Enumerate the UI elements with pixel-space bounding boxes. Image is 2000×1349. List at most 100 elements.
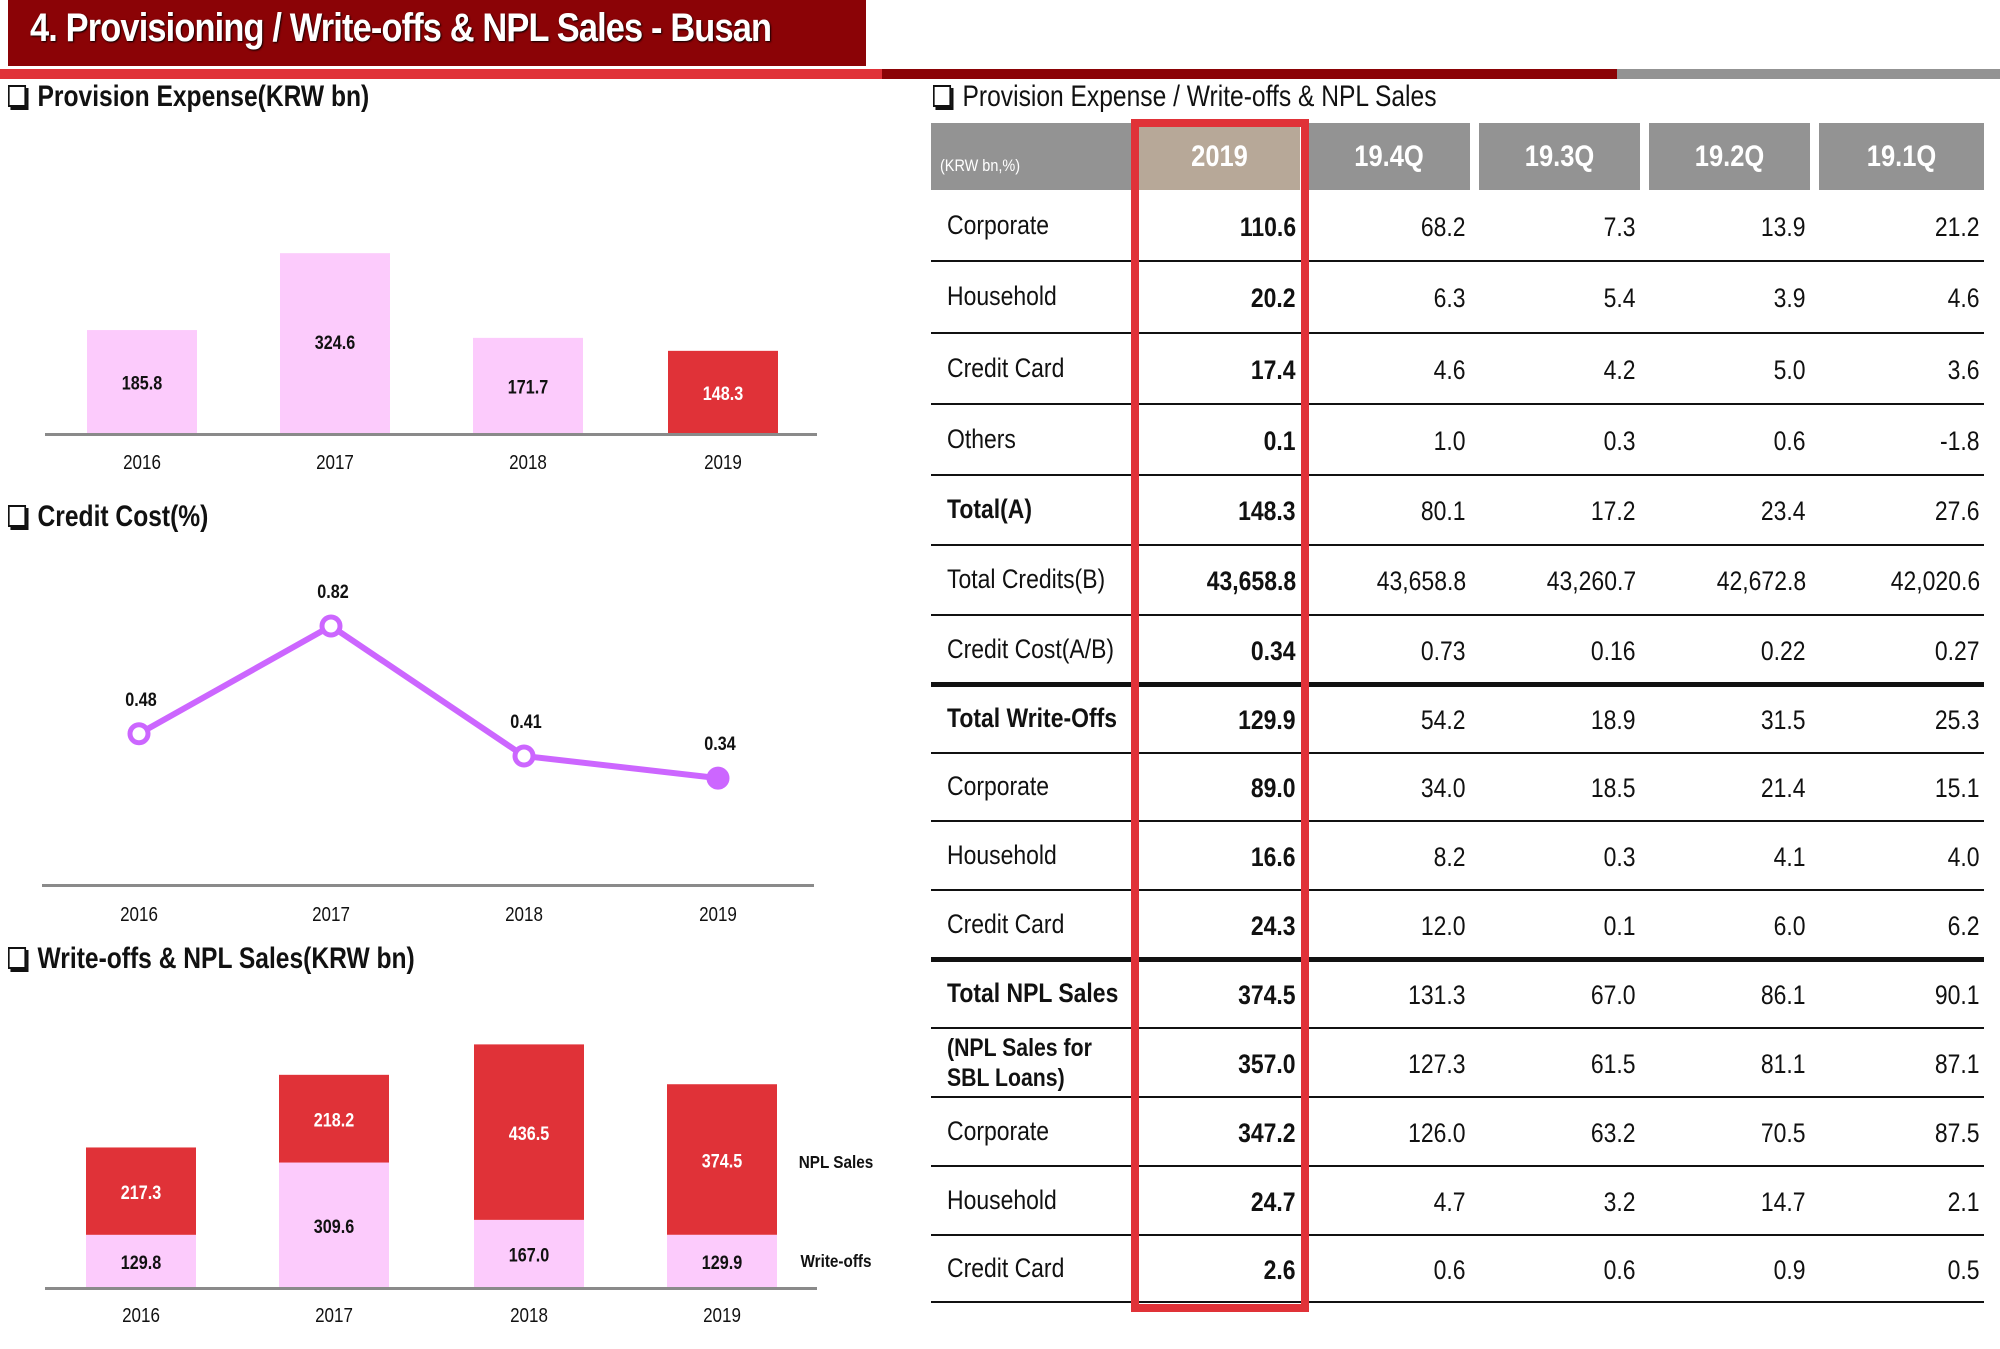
table-row: Credit Card 2.6 0.6 0.6 0.9 0.5 <box>931 1235 1984 1302</box>
table-cell-19.2Q: 31.5 <box>1761 704 1806 735</box>
column-header-2019: 2019 <box>1139 123 1300 190</box>
table-row: Total(A) 148.3 80.1 17.2 23.4 27.6 <box>931 475 1984 545</box>
x-tick-label: 2017 <box>315 1304 353 1327</box>
table-cell-2019: 357.0 <box>1238 1048 1296 1079</box>
row-label: Total Write-Offs <box>947 702 1117 733</box>
x-tick-label: 2019 <box>703 1304 741 1327</box>
data-point-2019 <box>706 766 730 790</box>
table-cell-19.1Q: 0.5 <box>1948 1254 1980 1285</box>
table-cell-19.1Q: 90.1 <box>1935 979 1980 1010</box>
table-cell-19.1Q: 25.3 <box>1935 704 1980 735</box>
row-divider <box>931 682 1984 687</box>
x-tick-label: 2018 <box>505 903 543 926</box>
table-cell-19.3Q: 0.3 <box>1604 425 1636 456</box>
section-title-credit-cost: Credit Cost(%) <box>8 500 208 534</box>
table-cell-19.2Q: 14.7 <box>1761 1186 1806 1217</box>
table-cell-19.3Q: 63.2 <box>1591 1117 1636 1148</box>
table-cell-19.1Q: -1.8 <box>1940 425 1980 456</box>
divider-stripe-grey <box>1617 69 2000 79</box>
row-divider <box>931 332 1984 334</box>
divider-stripe-red <box>0 69 882 79</box>
row-label: Household <box>947 839 1057 870</box>
row-divider <box>931 1234 1984 1236</box>
table-cell-19.2Q: 0.6 <box>1774 425 1806 456</box>
table-cell-19.1Q: 42,020.6 <box>1890 566 1980 596</box>
row-divider <box>931 752 1984 754</box>
table-row: Corporate 89.0 34.0 18.5 21.4 15.1 <box>931 753 1984 821</box>
table-row: Total Credits(B) 43,658.8 43,658.8 43,260.7… <box>931 545 1984 615</box>
bar-value-label: 171.7 <box>508 376 549 398</box>
point-value-label: 0.82 <box>317 581 349 603</box>
bar-2017 <box>280 253 390 433</box>
column-header-label: 2019 <box>1191 140 1248 173</box>
row-divider <box>931 889 1984 891</box>
table-cell-19.4Q: 68.2 <box>1421 211 1466 242</box>
x-tick-label: 2019 <box>704 451 742 474</box>
table-cell-19.4Q: 131.3 <box>1408 979 1466 1010</box>
x-tick-label: 2016 <box>123 451 161 474</box>
table-cell-2019: 20.2 <box>1251 283 1296 313</box>
table-cell-19.4Q: 54.2 <box>1421 704 1466 735</box>
row-divider <box>931 260 1984 262</box>
table-row: Corporate 347.2 126.0 63.2 70.5 87.5 <box>931 1097 1984 1166</box>
row-label: Credit Card <box>947 352 1065 383</box>
table-cell-19.2Q: 23.4 <box>1761 496 1806 526</box>
row-label-line: SBL Loans) <box>947 1063 1065 1092</box>
table-cell-19.3Q: 0.16 <box>1591 635 1636 666</box>
table-row: Household 24.7 4.7 3.2 14.7 2.1 <box>931 1166 1984 1235</box>
table-row: Corporate 110.6 68.2 7.3 13.9 21.2 <box>931 190 1984 261</box>
row-label: Credit Card <box>947 1252 1065 1283</box>
section-title-writeoffs: Write-offs & NPL Sales(KRW bn) <box>8 942 415 976</box>
table-cell-2019: 110.6 <box>1239 211 1296 242</box>
x-tick-label: 2019 <box>699 903 737 926</box>
table-cell-19.3Q: 18.5 <box>1591 773 1636 803</box>
x-tick-label: 2017 <box>316 451 354 474</box>
point-value-label: 0.34 <box>704 733 736 755</box>
table-cell-19.3Q: 3.2 <box>1604 1186 1636 1217</box>
table-cell-19.1Q: 15.1 <box>1935 773 1980 803</box>
x-axis-line <box>45 1287 817 1290</box>
row-divider <box>931 1165 1984 1167</box>
table-cell-19.4Q: 4.7 <box>1434 1186 1466 1217</box>
row-divider <box>931 1301 1984 1303</box>
table-cell-2019: 17.4 <box>1251 354 1296 385</box>
section-title-text: Provision Expense(KRW bn) <box>37 80 370 113</box>
table-cell-19.4Q: 4.6 <box>1434 354 1466 385</box>
credit-cost-chart: 0.48 2016 0.82 2017 0.41 2018 0.34 2019 <box>42 581 814 926</box>
column-header-19.1Q: 19.1Q <box>1819 123 1984 190</box>
table-cell-2019: 43,658.8 <box>1206 566 1296 596</box>
divider-stripe-darkred <box>882 69 1617 79</box>
npl-value-label: 374.5 <box>702 1150 743 1172</box>
table-cell-19.3Q: 17.2 <box>1591 496 1636 526</box>
table-cell-19.4Q: 34.0 <box>1421 773 1466 803</box>
x-tick-label: 2018 <box>509 451 547 474</box>
title-bar <box>8 0 866 66</box>
bar-npl-sales-2018 <box>474 1044 584 1220</box>
table-cell-2019: 89.0 <box>1251 773 1296 803</box>
row-label: Total NPL Sales <box>947 977 1119 1008</box>
npl-value-label: 218.2 <box>314 1109 355 1131</box>
table-row: Credit Card 17.4 4.6 4.2 5.0 3.6 <box>931 333 1984 404</box>
column-header-19.3Q: 19.3Q <box>1479 123 1640 190</box>
table-cell-19.4Q: 12.0 <box>1421 910 1466 941</box>
bar-writeoffs-2018 <box>474 1219 584 1287</box>
table-cell-2019: 374.5 <box>1238 979 1296 1010</box>
checkbox-bullet-icon <box>933 85 952 107</box>
table-cell-19.2Q: 0.9 <box>1774 1254 1806 1285</box>
table-cell-19.4Q: 80.1 <box>1421 496 1466 526</box>
table-cell-19.3Q: 0.3 <box>1604 841 1636 872</box>
unit-label: (KRW bn,%) <box>940 156 1021 175</box>
table-cell-19.3Q: 0.1 <box>1604 910 1636 941</box>
charts-svg: 185.8 2016 324.6 2017 171.7 2018 148.3 2019 0.4… <box>42 253 873 1327</box>
table-row: Household 20.2 6.3 5.4 3.9 4.6 <box>931 261 1984 333</box>
provision-expense-chart: 185.8 2016 324.6 2017 171.7 2018 148.3 2019 <box>45 253 817 473</box>
table-cell-19.3Q: 4.2 <box>1604 354 1636 385</box>
table-cell-19.4Q: 43,658.8 <box>1376 566 1466 596</box>
column-header-19.4Q: 19.4Q <box>1308 123 1470 190</box>
checkbox-bullet-icon <box>8 947 27 969</box>
table-cell-19.1Q: 87.1 <box>1935 1048 1980 1079</box>
table-cell-19.2Q: 4.1 <box>1774 841 1806 872</box>
table-cell-2019: 24.3 <box>1251 910 1296 941</box>
table-cell-2019: 347.2 <box>1238 1117 1296 1148</box>
row-label: Corporate <box>947 209 1050 240</box>
